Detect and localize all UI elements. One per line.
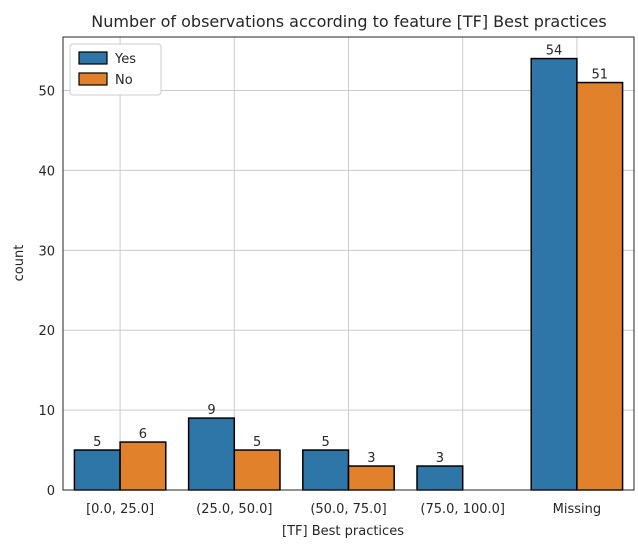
x-tick-label: (25.0, 50.0]: [196, 502, 272, 517]
bar-yes-1: [187, 417, 236, 491]
legend: Yes No: [69, 43, 162, 96]
x-tick-label: (75.0, 100.0]: [420, 502, 505, 517]
legend-label-yes: Yes: [114, 52, 136, 67]
plot-frame: [62, 36, 635, 491]
bars: [73, 57, 624, 491]
legend-label-no: No: [115, 73, 133, 88]
data-labels: 5 9 5 3 54 6 5 3 51: [93, 44, 608, 466]
data-label-no-4: 51: [591, 68, 608, 83]
data-label-yes-3: 3: [436, 451, 444, 466]
y-tick-label: 50: [38, 85, 55, 100]
data-label-yes-1: 9: [207, 403, 215, 418]
bar-yes-0: [73, 449, 121, 491]
y-tick-label: 30: [38, 244, 55, 259]
data-label-yes-4: 54: [546, 44, 563, 59]
bar-no-0: [119, 441, 167, 491]
x-axis-ticks: [0.0, 25.0] (25.0, 50.0] (50.0, 75.0] (75.0…: [86, 502, 601, 517]
data-label-no-2: 3: [367, 451, 375, 466]
data-label-no-0: 6: [139, 427, 147, 442]
x-tick-label: [0.0, 25.0]: [86, 502, 154, 517]
y-tick-label: 20: [38, 324, 55, 339]
y-tick-label: 10: [38, 404, 55, 419]
bar-no-2: [347, 465, 395, 491]
legend-swatch-yes: [78, 51, 108, 65]
legend-swatch-no: [78, 72, 108, 86]
bar-no-1: [233, 449, 281, 491]
bar-yes-3: [416, 465, 464, 491]
data-label-no-1: 5: [253, 435, 261, 450]
bar-yes-2: [302, 449, 350, 491]
bar-yes-4: [530, 57, 578, 491]
y-axis-label: count: [12, 245, 27, 282]
y-axis-ticks: 0 10 20 30 40 50: [38, 85, 55, 499]
y-tick-label: 40: [38, 164, 55, 179]
bar-no-4: [576, 81, 624, 491]
chart-title: Number of observations according to feat…: [91, 12, 606, 31]
y-tick-label: 0: [47, 484, 55, 499]
data-label-yes-0: 5: [93, 435, 101, 450]
data-label-yes-2: 5: [322, 435, 330, 450]
x-tick-label: Missing: [553, 502, 601, 517]
x-axis-label: [TF] Best practices: [282, 524, 404, 539]
x-tick-label: (50.0, 75.0]: [310, 502, 386, 517]
